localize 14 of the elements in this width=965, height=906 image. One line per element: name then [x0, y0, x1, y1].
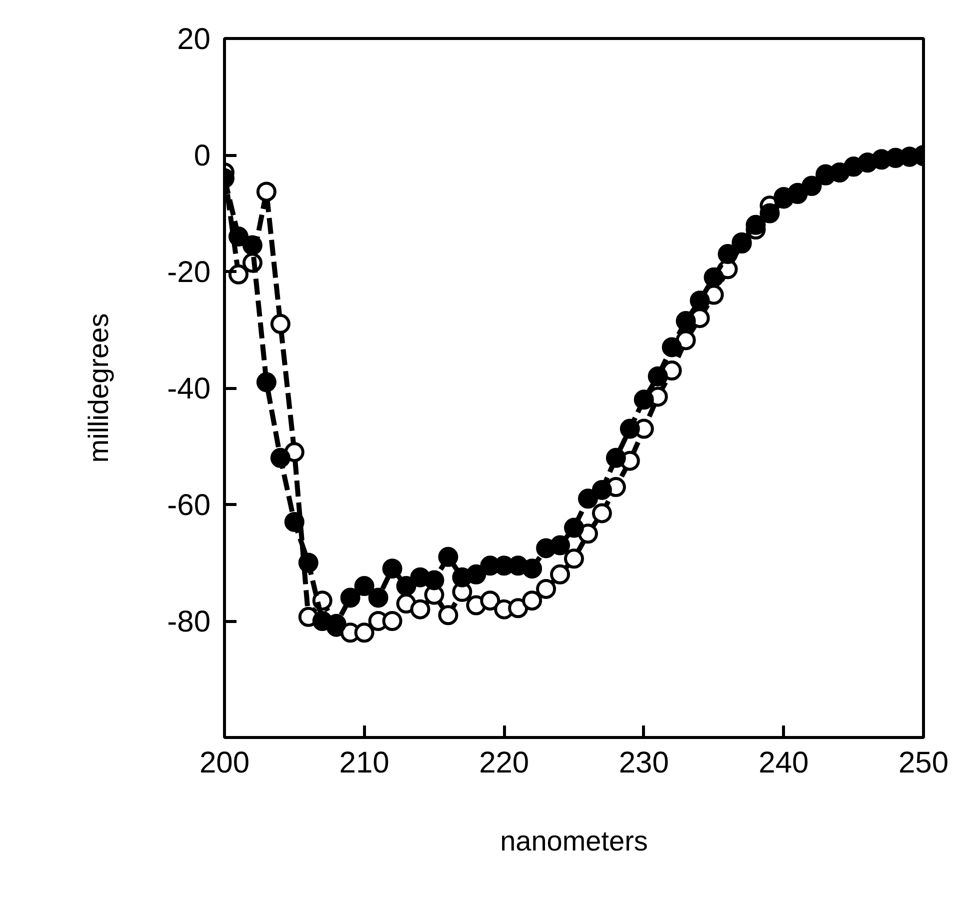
y-tick-label: -20	[167, 256, 210, 289]
y-tick-label: -40	[167, 372, 210, 406]
x-tick-label: 250	[898, 746, 949, 780]
x-tick-label: 240	[758, 746, 809, 780]
x-tick-label: 220	[479, 746, 530, 780]
x-axis-title: nanometers	[500, 826, 648, 856]
y-tick-label: -60	[167, 489, 210, 522]
x-tick-label: 200	[199, 746, 250, 780]
y-tick-label: -80	[167, 606, 210, 638]
y-tick-label: 20	[177, 23, 211, 56]
y-axis-title: millidegrees	[83, 313, 114, 463]
x-tick-label: 210	[339, 746, 390, 780]
x-tick-label: 230	[618, 746, 669, 780]
y-tick-label: 0	[194, 140, 211, 172]
